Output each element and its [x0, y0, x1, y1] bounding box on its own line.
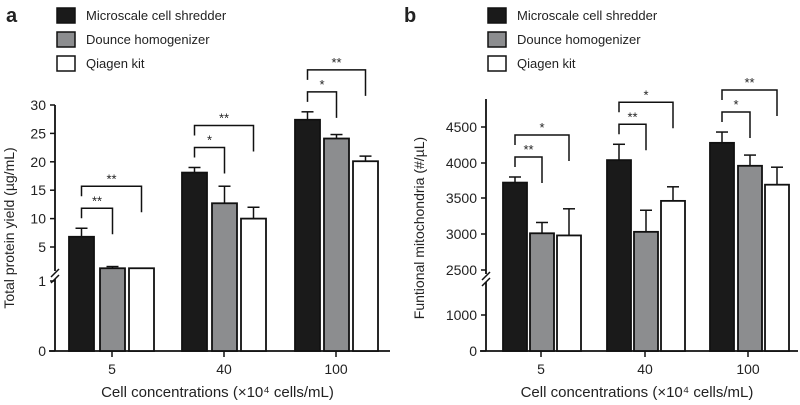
axis-break-mark: [481, 271, 491, 287]
significance-label: *: [643, 87, 648, 102]
legend-swatch: [56, 31, 76, 48]
bar-qiagen-kit: [556, 234, 582, 352]
significance-label: *: [207, 132, 212, 147]
bar-qiagen-kit: [764, 183, 790, 352]
y-axis-title: Total protein yield (µg/mL): [1, 147, 17, 308]
significance-label: *: [319, 77, 324, 92]
y-tick-label: 5: [38, 239, 46, 255]
x-tick-label: 40: [637, 361, 653, 377]
x-axis-title: Cell concentrations (×10⁴ cells/mL): [521, 384, 754, 401]
significance-bracket: [306, 69, 367, 96]
bar-microscale-cell-shredder: [709, 141, 735, 352]
bar-dounce-homogenizer: [633, 230, 659, 352]
y-tick-label: 1000: [446, 307, 477, 323]
significance-label: *: [733, 97, 738, 112]
bar-qiagen-kit: [352, 160, 379, 352]
significance-bracket: [618, 123, 647, 151]
significance-bracket: [193, 124, 255, 152]
bar-dounce-homogenizer: [323, 137, 350, 352]
legend-swatch: [56, 7, 76, 24]
bar-microscale-cell-shredder: [294, 118, 321, 352]
bar-qiagen-kit: [128, 267, 155, 352]
significance-bracket: [80, 185, 143, 213]
bar-microscale-cell-shredder: [502, 181, 528, 352]
panel-a: a Microscale cell shredder Dounce homogeni…: [1, 5, 390, 401]
legend-label: Dounce homogenizer: [86, 32, 210, 47]
y-tick-label: 25: [30, 125, 46, 141]
legend-label: Microscale cell shredder: [517, 8, 658, 23]
legend-label: Microscale cell shredder: [86, 8, 227, 23]
y-tick-label: 0: [38, 343, 46, 359]
significance-bracket: [193, 146, 226, 174]
y-tick-label: 20: [30, 154, 46, 170]
x-tick-label: 5: [108, 361, 116, 377]
legend-swatch: [487, 31, 507, 48]
y-tick-label: 30: [30, 97, 46, 113]
legend-label: Qiagen kit: [517, 56, 576, 71]
significance-label: **: [106, 171, 116, 186]
bar-dounce-homogenizer: [737, 164, 763, 352]
y-tick-label: 10: [30, 211, 46, 227]
significance-bracket: [80, 207, 114, 235]
y-tick-label: 4500: [446, 119, 477, 135]
y-tick-label: 4000: [446, 155, 477, 171]
bar-dounce-homogenizer: [211, 202, 238, 352]
y-tick-label: 15: [30, 182, 46, 198]
significance-label: **: [627, 109, 637, 124]
significance-label: **: [523, 142, 533, 157]
panel-label: a: [6, 5, 18, 27]
x-axis-title: Cell concentrations (×10⁴ cells/mL): [101, 384, 334, 401]
y-tick-label: 2500: [446, 262, 477, 278]
legend-swatch: [487, 7, 507, 24]
x-tick-label: 100: [324, 361, 348, 377]
x-tick-label: 40: [216, 361, 232, 377]
y-tick-label: 1: [38, 273, 46, 289]
significance-bracket: [306, 91, 338, 118]
significance-bracket: [514, 134, 570, 161]
significance-bracket: [721, 89, 778, 117]
panel-b: b Microscale cell shredder Dounce homogeni…: [404, 5, 798, 401]
legend-swatch: [487, 55, 507, 72]
y-tick-label: 0: [469, 343, 477, 359]
bar-microscale-cell-shredder: [68, 235, 95, 352]
significance-label: **: [219, 110, 229, 125]
y-axis-title: Funtional mitochondria (#/µL): [411, 137, 427, 319]
bar-microscale-cell-shredder: [606, 159, 632, 352]
x-tick-label: 100: [736, 361, 760, 377]
bar-microscale-cell-shredder: [181, 171, 208, 352]
bar-dounce-homogenizer: [99, 267, 126, 352]
significance-label: *: [539, 120, 544, 135]
y-tick-label: 3000: [446, 226, 477, 242]
panel-label: b: [404, 5, 416, 27]
significance-label: **: [92, 193, 102, 208]
y-tick-label: 3500: [446, 190, 477, 206]
bar-dounce-homogenizer: [529, 232, 555, 352]
significance-bracket: [618, 101, 674, 129]
bar-qiagen-kit: [660, 199, 686, 352]
significance-bracket: [721, 111, 751, 139]
legend-swatch: [56, 55, 76, 72]
significance-bracket: [514, 156, 543, 183]
legend-label: Qiagen kit: [86, 56, 145, 71]
bar-qiagen-kit: [240, 217, 267, 352]
x-tick-label: 5: [537, 361, 545, 377]
significance-label: **: [331, 55, 341, 70]
significance-label: **: [744, 75, 754, 90]
legend-label: Dounce homogenizer: [517, 32, 641, 47]
